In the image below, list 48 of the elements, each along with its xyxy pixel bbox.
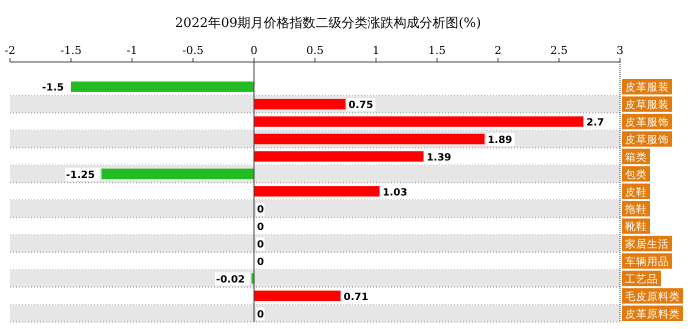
x-tick-label: -1 <box>126 44 138 57</box>
x-tick-label: 1 <box>372 44 380 57</box>
chart-title: 2022年09期月价格指数二级分类涨跌构成分析图(%) <box>174 16 482 31</box>
data-label: 0.75 <box>348 100 374 112</box>
data-label: -1.5 <box>42 82 64 94</box>
data-label: 1.39 <box>426 152 452 164</box>
bar <box>254 116 584 127</box>
y-tick-label: 皮草服装 <box>625 98 669 112</box>
y-tick-label: 拖鞋 <box>624 202 647 216</box>
bar <box>254 290 341 302</box>
x-tick-label: 0 <box>250 44 258 57</box>
bar <box>102 168 254 180</box>
bar <box>254 134 485 144</box>
x-tick-label: 2 <box>494 44 502 57</box>
bar <box>254 151 424 162</box>
x-tick-label: 0.5 <box>306 44 324 57</box>
x-tick-label: -2 <box>4 44 16 57</box>
data-label: 0 <box>257 204 264 216</box>
y-tick-label: 工艺品 <box>625 272 658 286</box>
data-label: -0.02 <box>216 274 245 286</box>
x-tick-label: -0.5 <box>182 44 204 57</box>
y-tick-label: 家居生活 <box>625 238 669 251</box>
data-label: -1.25 <box>66 170 95 181</box>
y-tick-label: 皮革原料类 <box>625 307 680 320</box>
x-tick-label: 3 <box>616 44 624 57</box>
data-label: 1.89 <box>488 135 512 146</box>
data-label: 0 <box>257 240 264 251</box>
bar <box>254 186 380 197</box>
y-tick-label: 皮鞋 <box>625 185 647 198</box>
y-tick-label: 靴鞋 <box>625 220 647 234</box>
y-tick-label: 皮草服饰 <box>625 133 669 146</box>
x-tick-label: -1.5 <box>60 44 82 57</box>
y-tick-label: 车辆用品 <box>625 255 669 268</box>
data-label: 0 <box>257 222 264 234</box>
y-tick-label: 箱类 <box>625 150 647 164</box>
y-tick-label: 包类 <box>625 168 647 181</box>
data-label: 0 <box>257 257 264 268</box>
data-label: 1.03 <box>382 187 408 198</box>
data-label: 0.71 <box>344 292 368 303</box>
bar <box>254 98 346 110</box>
y-tick-label: 皮革服饰 <box>625 116 669 129</box>
y-tick-label: 皮革服装 <box>625 80 669 94</box>
data-label: 2.7 <box>586 118 604 129</box>
data-label: 0 <box>257 309 264 320</box>
x-tick-label: 1.5 <box>428 44 446 57</box>
y-tick-label: 毛皮原料类 <box>625 290 680 303</box>
x-tick-label: 2.5 <box>550 44 568 57</box>
bar <box>71 81 254 92</box>
